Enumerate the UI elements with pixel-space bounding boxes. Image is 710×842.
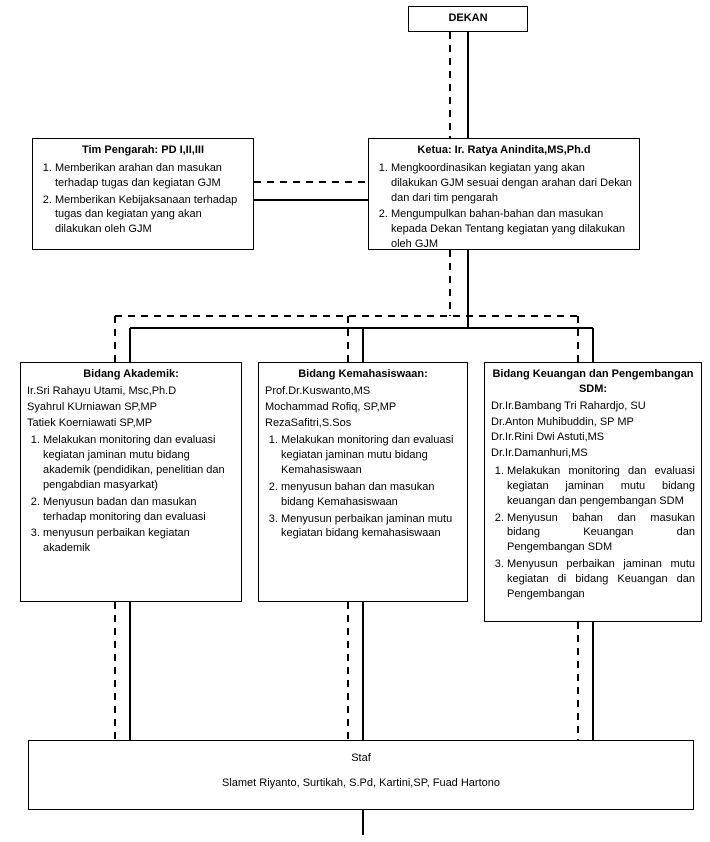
org-chart-canvas: DEKAN Tim Pengarah: PD I,II,III Memberik… xyxy=(0,0,710,842)
ketua-items: Mengkoordinasikan kegiatan yang akan dil… xyxy=(375,161,633,252)
keuangan-item-1: Melakukan monitoring dan evaluasi kegiat… xyxy=(507,464,695,509)
ketua-item-1: Mengkoordinasikan kegiatan yang akan dil… xyxy=(391,161,633,206)
node-dekan: DEKAN xyxy=(408,6,528,32)
akademik-names: Ir.Sri Rahayu Utami, Msc,Ph.D Syahrul KU… xyxy=(27,384,235,431)
tim-items: Memberikan arahan dan masukan terhadap t… xyxy=(39,161,247,237)
kemahasiswaan-names: Prof.Dr.Kuswanto,MS Mochammad Rofiq, SP,… xyxy=(265,384,461,431)
staf-subtitle: Slamet Riyanto, Surtikah, S.Pd, Kartini,… xyxy=(35,776,687,791)
ketua-title: Ketua: Ir. Ratya Anindita,MS,Ph.d xyxy=(375,143,633,158)
tim-title: Tim Pengarah: PD I,II,III xyxy=(39,143,247,158)
akademik-title: Bidang Akademik: xyxy=(27,367,235,382)
keuangan-item-3: Menyusun perbaikan jaminan mutu kegiatan… xyxy=(507,557,695,602)
kemahasiswaan-item-1: Melakukan monitoring dan evaluasi kegiat… xyxy=(281,433,461,478)
kemahasiswaan-items: Melakukan monitoring dan evaluasi kegiat… xyxy=(265,433,461,541)
ketua-item-2: Mengumpulkan bahan-bahan dan masukan kep… xyxy=(391,207,633,252)
node-tim-pengarah: Tim Pengarah: PD I,II,III Memberikan ara… xyxy=(32,138,254,250)
tim-item-1: Memberikan arahan dan masukan terhadap t… xyxy=(55,161,247,191)
kemahasiswaan-name-1: Prof.Dr.Kuswanto,MS xyxy=(265,384,461,399)
keuangan-name-2: Dr.Anton Muhibuddin, SP MP xyxy=(491,415,695,430)
node-kemahasiswaan: Bidang Kemahasiswaan: Prof.Dr.Kuswanto,M… xyxy=(258,362,468,602)
kemahasiswaan-item-3: Menyusun perbaikan jaminan mutu kegiatan… xyxy=(281,512,461,542)
staf-title: Staf xyxy=(35,751,687,766)
tim-item-2: Memberikan Kebijaksanaan terhadap tugas … xyxy=(55,193,247,238)
keuangan-name-3: Dr.Ir.Rini Dwi Astuti,MS xyxy=(491,430,695,445)
akademik-item-2: Menyusun badan dan masukan terhadap moni… xyxy=(43,495,235,525)
dekan-title: DEKAN xyxy=(415,11,521,26)
kemahasiswaan-name-3: RezaSafitri,S.Sos xyxy=(265,416,461,431)
akademik-item-3: menyusun perbaikan kegiatan akademik xyxy=(43,526,235,556)
akademik-name-3: Tatiek Koerniawati SP,MP xyxy=(27,416,235,431)
akademik-name-1: Ir.Sri Rahayu Utami, Msc,Ph.D xyxy=(27,384,235,399)
akademik-item-1: Melakukan monitoring dan evaluasi kegiat… xyxy=(43,433,235,492)
akademik-name-2: Syahrul KUrniawan SP,MP xyxy=(27,400,235,415)
kemahasiswaan-item-2: menyusun bahan dan masukan bidang Kemaha… xyxy=(281,480,461,510)
node-akademik: Bidang Akademik: Ir.Sri Rahayu Utami, Ms… xyxy=(20,362,242,602)
node-keuangan: Bidang Keuangan dan Pengembangan SDM: Dr… xyxy=(484,362,702,622)
node-staf: Staf Slamet Riyanto, Surtikah, S.Pd, Kar… xyxy=(28,740,694,810)
keuangan-title: Bidang Keuangan dan Pengembangan SDM: xyxy=(491,367,695,397)
akademik-items: Melakukan monitoring dan evaluasi kegiat… xyxy=(27,433,235,556)
keuangan-names: Dr.Ir.Bambang Tri Rahardjo, SU Dr.Anton … xyxy=(491,399,695,461)
keuangan-name-4: Dr.Ir.Damanhuri,MS xyxy=(491,446,695,461)
keuangan-item-2: Menyusun bahan dan masukan bidang Keuang… xyxy=(507,511,695,556)
keuangan-items: Melakukan monitoring dan evaluasi kegiat… xyxy=(491,464,695,602)
kemahasiswaan-name-2: Mochammad Rofiq, SP,MP xyxy=(265,400,461,415)
keuangan-name-1: Dr.Ir.Bambang Tri Rahardjo, SU xyxy=(491,399,695,414)
node-ketua: Ketua: Ir. Ratya Anindita,MS,Ph.d Mengko… xyxy=(368,138,640,250)
kemahasiswaan-title: Bidang Kemahasiswaan: xyxy=(265,367,461,382)
